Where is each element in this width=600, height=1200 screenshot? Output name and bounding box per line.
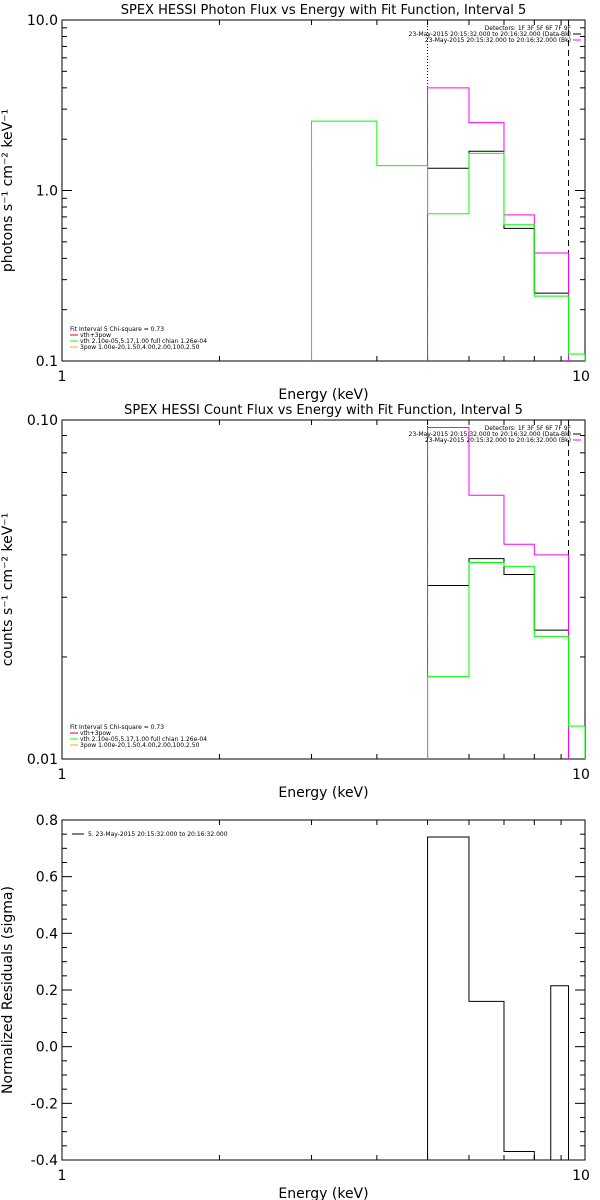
legend-entry: vth 2.10e-05,5.17,1.00 full chian 1.26e-… (80, 736, 207, 743)
legend-fit: Fit Interval 5 Chi-square = 0.73vth+3pow… (70, 326, 207, 351)
plot-area (427, 420, 585, 759)
y-tick-label: 0.0 (36, 1040, 58, 1056)
chart-title: SPEX HESSI Photon Flux vs Energy with Fi… (121, 3, 527, 18)
x-ticks: 1 10 (58, 820, 590, 1184)
x-tick-label: 10 (572, 767, 590, 783)
y-tick-label: 1.0 (36, 184, 58, 200)
plot-area (311, 20, 585, 361)
plot-frame (61, 19, 586, 362)
y-tick-label: 0.2 (36, 983, 58, 999)
series-vth (311, 120, 585, 361)
y-tick-label: 10.0 (27, 13, 58, 29)
y-axis-label: photons s⁻¹ cm⁻² keV⁻¹ (0, 109, 16, 272)
y-ticks: -0.4 -0.2 0.0 0.2 0.4 0.6 0.8 (31, 813, 585, 1169)
plot-frame (61, 419, 586, 760)
legend-entry: 23-May-2015 20:15:32.000 to 20:16:32.000… (409, 31, 571, 38)
x-tick-label: 1 (58, 369, 67, 385)
legend-entry: vth+3pow (80, 332, 111, 339)
y-tick-label: 0.1 (36, 354, 58, 370)
legend-entry: vth+3pow (80, 730, 111, 737)
legend-top-right: Detectors: 1F 3F 5F 6F 7F 9F23-May-2015 … (409, 25, 581, 44)
y-tick-label: 0.10 (27, 413, 58, 429)
panel-2: SPEX HESSI Count Flux vs Energy with Fit… (0, 403, 590, 801)
legend-entry: vth 2.10e-05,5.17,1.00 full chian 1.26e-… (80, 338, 207, 345)
legend-entry: 5. 23-May-2015 20:15:32.000 to 20:16:32.… (88, 831, 228, 838)
x-axis-label: Energy (keV) (278, 387, 368, 403)
legend-entry: Detectors: 1F 3F 5F 6F 7F 9F (485, 425, 572, 432)
y-tick-label: 0.4 (36, 926, 58, 942)
x-tick-label: 1 (58, 767, 67, 783)
series-background (427, 427, 570, 759)
legend-entry: Fit Interval 5 Chi-square = 0.73 (70, 326, 164, 333)
legend-entry: 3pow 1.00e-20,1.50,4.00,2.00,100,2.50 (80, 742, 200, 749)
legend-entry: Detectors: 1F 3F 5F 6F 7F 9F (485, 25, 572, 32)
series-data (427, 836, 570, 1160)
series-background (427, 87, 570, 361)
y-tick-label: 0.8 (36, 813, 58, 829)
y-ticks: 0.1 1.0 10.0 (27, 13, 585, 370)
legend-top-right: Detectors: 1F 3F 5F 6F 7F 9F23-May-2015 … (409, 425, 581, 444)
chart-title: SPEX HESSI Count Flux vs Energy with Fit… (124, 403, 523, 418)
y-tick-label: -0.2 (31, 1096, 58, 1112)
y-axis-label: Normalized Residuals (sigma) (0, 886, 16, 1094)
x-axis-label: Energy (keV) (278, 1186, 368, 1200)
y-tick-label: -0.4 (31, 1153, 58, 1169)
y-ticks: 0.01 0.10 (27, 413, 585, 768)
plot-area (427, 836, 570, 1160)
x-ticks: 1 10 (58, 20, 590, 385)
series-vth (427, 561, 585, 759)
panel-3: 1 10 Energy (keV) -0.4 -0.2 0.0 0.2 0.4 0.6 0.8 No… (0, 813, 590, 1200)
legend-entry: 23-May-2015 20:15:32.000 to 20:16:32.000… (409, 431, 571, 438)
x-tick-label: 1 (58, 1168, 67, 1184)
panel-1: SPEX HESSI Photon Flux vs Energy with Fi… (0, 3, 590, 403)
y-tick-label: 0.6 (36, 870, 58, 886)
x-tick-label: 10 (572, 369, 590, 385)
legend-entry: 3pow 1.00e-20,1.50,4.00,2.00,100,2.50 (80, 344, 200, 351)
x-axis-label: Energy (keV) (278, 785, 368, 801)
legend-entry: 23-May-2015 20:15:32.000 to 20:16:32.000… (425, 37, 571, 44)
legend-entry: 23-May-2015 20:15:32.000 to 20:16:32.000… (425, 437, 571, 444)
x-tick-label: 10 (572, 1168, 590, 1184)
series-data (427, 150, 569, 294)
plot-frame (61, 819, 586, 1161)
legend-entry: Fit Interval 5 Chi-square = 0.73 (70, 724, 164, 731)
y-tick-label: 0.01 (27, 752, 58, 768)
y-axis-label: counts s⁻¹ cm⁻² keV⁻¹ (0, 513, 16, 667)
legend-fit: Fit Interval 5 Chi-square = 0.73vth+3pow… (70, 724, 207, 749)
legend-residuals: 5. 23-May-2015 20:15:32.000 to 20:16:32.… (72, 831, 228, 838)
series-data (427, 558, 569, 631)
